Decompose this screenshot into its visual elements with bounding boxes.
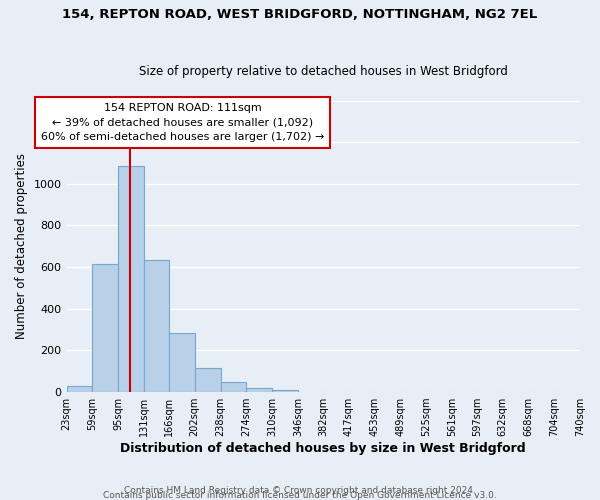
- Text: Contains public sector information licensed under the Open Government Licence v3: Contains public sector information licen…: [103, 490, 497, 500]
- Bar: [272, 390, 298, 392]
- Bar: [118, 166, 144, 392]
- Bar: [144, 260, 169, 392]
- Bar: [246, 388, 272, 392]
- Text: 154, REPTON ROAD, WEST BRIDGFORD, NOTTINGHAM, NG2 7EL: 154, REPTON ROAD, WEST BRIDGFORD, NOTTIN…: [62, 8, 538, 20]
- Bar: [92, 264, 118, 392]
- Bar: [67, 386, 92, 392]
- X-axis label: Distribution of detached houses by size in West Bridgford: Distribution of detached houses by size …: [121, 442, 526, 455]
- Bar: [221, 382, 246, 392]
- Bar: [169, 332, 195, 392]
- Text: 154 REPTON ROAD: 111sqm
← 39% of detached houses are smaller (1,092)
60% of semi: 154 REPTON ROAD: 111sqm ← 39% of detache…: [41, 102, 324, 142]
- Title: Size of property relative to detached houses in West Bridgford: Size of property relative to detached ho…: [139, 66, 508, 78]
- Text: Contains HM Land Registry data © Crown copyright and database right 2024.: Contains HM Land Registry data © Crown c…: [124, 486, 476, 495]
- Y-axis label: Number of detached properties: Number of detached properties: [15, 154, 28, 340]
- Bar: [195, 368, 221, 392]
